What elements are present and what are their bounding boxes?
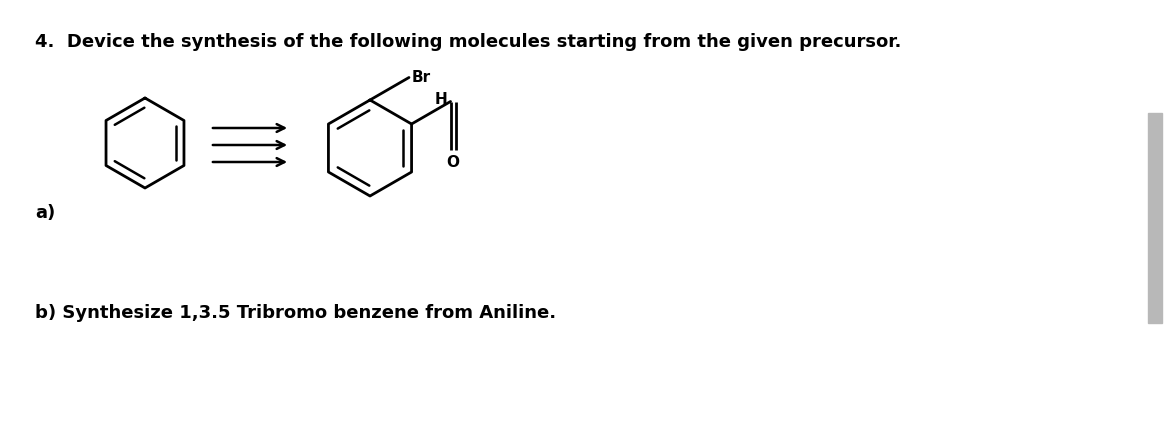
Text: O: O [447,154,460,170]
Text: 4.  Device the synthesis of the following molecules starting from the given prec: 4. Device the synthesis of the following… [35,33,901,51]
Bar [1148,113,1162,323]
Text: a): a) [35,204,55,222]
Text: b) Synthesize 1,3.5 Tribromo benzene from Aniline.: b) Synthesize 1,3.5 Tribromo benzene fro… [35,304,556,322]
Text: Br: Br [412,70,431,85]
Text: H: H [435,92,448,107]
